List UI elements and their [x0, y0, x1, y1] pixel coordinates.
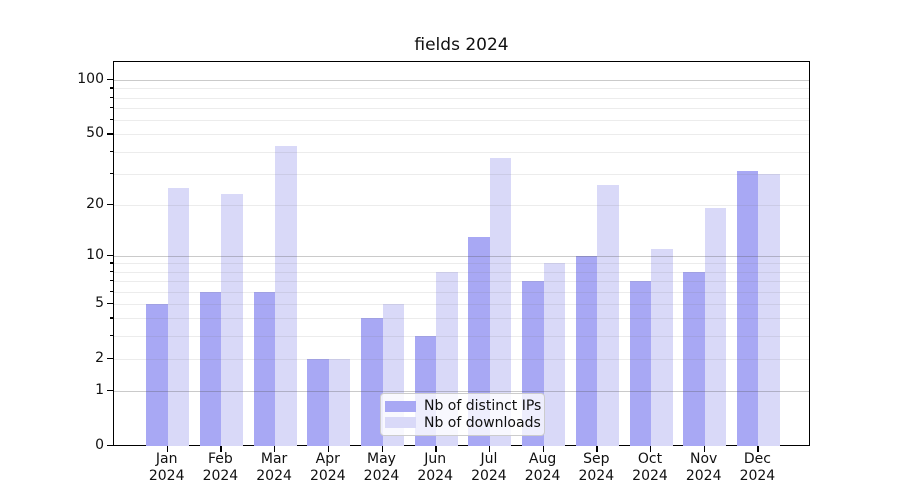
y-tick-mark: [110, 106, 113, 109]
x-tick-label: Jul 2024: [471, 451, 507, 484]
y-tick-mark: [107, 390, 113, 392]
bar-distinct-ips: [307, 358, 329, 446]
bar-downloads: [543, 263, 566, 446]
y-tick-mark: [110, 290, 113, 293]
y-tick-mark: [110, 335, 113, 337]
x-tick-label: Sep 2024: [578, 451, 615, 484]
bar-downloads: [651, 248, 673, 446]
y-tick-label: 20: [86, 195, 104, 212]
x-tick-label: Dec 2024: [739, 451, 776, 484]
x-tick-label: May 2024: [363, 451, 400, 484]
bar-distinct-ips: [146, 303, 168, 446]
y-tick-mark: [110, 317, 113, 319]
y-tick-label: 50: [86, 125, 104, 142]
bar-downloads: [758, 173, 780, 446]
legend: Nb of distinct IPs Nb of downloads: [380, 393, 545, 436]
bar-distinct-ips: [575, 255, 598, 446]
x-tick-mark: [220, 446, 222, 452]
x-tick-mark: [650, 446, 652, 452]
legend-label: Nb of downloads: [424, 414, 541, 431]
x-tick-mark: [327, 446, 330, 452]
x-tick-mark: [757, 446, 759, 452]
chart-title: fields 2024: [414, 35, 509, 55]
y-tick-mark: [110, 172, 113, 175]
bar-downloads: [704, 208, 727, 446]
x-tick-mark: [381, 446, 383, 452]
y-tick-mark: [110, 96, 113, 98]
bar-downloads: [489, 157, 512, 446]
bar-distinct-ips: [683, 271, 705, 446]
legend-label: Nb of distinct IPs: [424, 398, 542, 415]
bar-distinct-ips: [736, 171, 759, 446]
x-tick-label: Oct 2024: [632, 451, 668, 484]
legend-item-downloads: Nb of downloads: [385, 415, 541, 432]
y-tick-mark: [107, 302, 113, 305]
x-tick-mark: [274, 446, 276, 452]
y-tick-label: 10: [86, 246, 104, 263]
x-tick-label: Aug 2024: [524, 451, 561, 484]
y-tick-label: 100: [77, 71, 104, 87]
y-tick-mark: [110, 262, 113, 264]
x-tick-mark: [435, 446, 437, 452]
x-tick-mark: [166, 446, 169, 452]
legend-item-distinct-ips: Nb of distinct IPs: [385, 398, 541, 415]
legend-swatch-distinct-ips: [385, 400, 416, 412]
bar-downloads: [167, 187, 190, 446]
x-tick-mark: [488, 446, 491, 452]
legend-swatch-downloads: [385, 417, 416, 429]
x-tick-label: Mar 2024: [256, 451, 292, 484]
y-tick-mark: [110, 118, 113, 121]
x-tick-label: Feb 2024: [202, 451, 239, 484]
x-tick-label: Apr 2024: [309, 451, 346, 484]
bar-downloads: [275, 145, 297, 446]
bar-downloads: [221, 193, 243, 446]
y-tick-mark: [107, 79, 113, 81]
x-tick-label: Jan 2024: [148, 451, 185, 484]
y-tick-label: 5: [95, 294, 104, 311]
bars-layer: [114, 62, 809, 446]
x-tick-label: Jun 2024: [417, 451, 453, 484]
y-tick-mark: [110, 270, 113, 273]
plot-area: [113, 61, 810, 446]
y-tick-mark: [107, 445, 113, 447]
bar-distinct-ips: [253, 291, 276, 446]
x-tick-label: Nov 2024: [685, 451, 722, 484]
bar-distinct-ips: [361, 318, 383, 446]
y-tick-mark: [107, 203, 113, 205]
bar-downloads: [597, 184, 619, 446]
bar-distinct-ips: [199, 291, 222, 446]
bar-downloads: [328, 358, 351, 446]
bar-distinct-ips: [629, 281, 651, 446]
y-tick-mark: [107, 357, 113, 360]
y-tick-mark: [107, 254, 113, 257]
x-tick-mark: [703, 446, 706, 452]
y-tick-mark: [110, 150, 113, 152]
y-tick-label: 2: [95, 349, 104, 366]
y-tick-mark: [110, 280, 113, 282]
x-tick-mark: [542, 446, 544, 452]
y-tick-label: 1: [95, 382, 104, 399]
y-tick-mark: [107, 133, 113, 135]
x-tick-mark: [596, 446, 598, 452]
y-tick-label: 0: [95, 437, 104, 453]
y-tick-mark: [110, 87, 113, 89]
